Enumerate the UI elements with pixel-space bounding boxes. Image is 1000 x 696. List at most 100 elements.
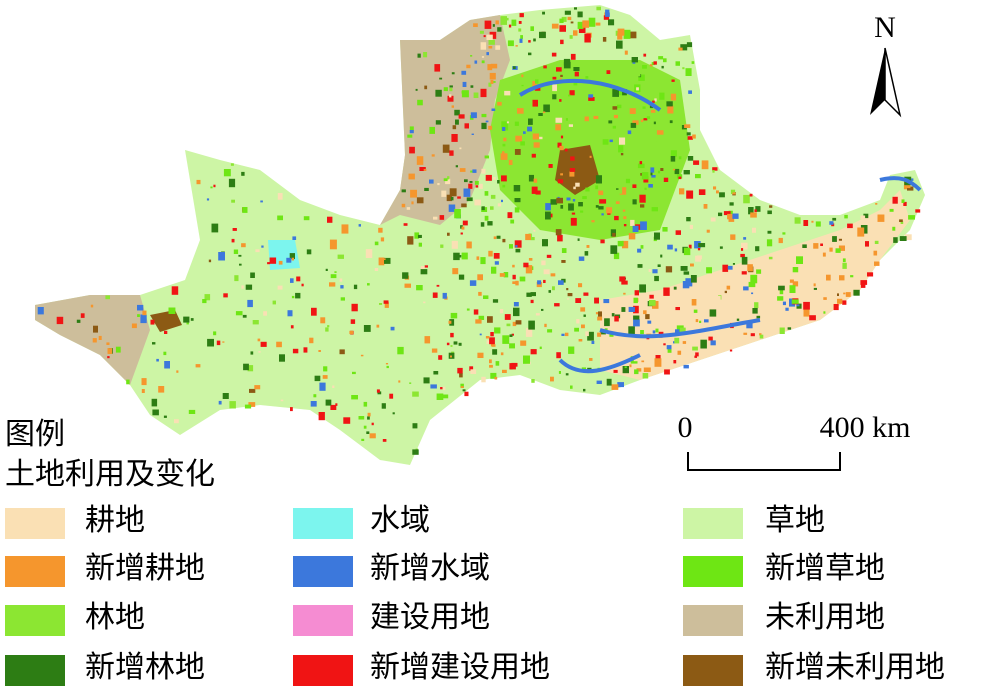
land-change-patch — [636, 87, 639, 91]
land-change-patch — [624, 366, 627, 369]
land-change-patch — [612, 89, 619, 97]
legend-label: 建设用地 — [370, 601, 490, 634]
land-change-patch — [412, 423, 418, 429]
land-change-patch — [569, 171, 575, 177]
land-change-patch — [247, 365, 254, 372]
land-change-patch — [289, 253, 295, 260]
land-change-patch — [488, 250, 493, 257]
land-change-patch — [568, 124, 573, 127]
land-change-patch — [643, 367, 651, 372]
land-change-patch — [424, 265, 428, 268]
land-change-patch — [649, 104, 653, 109]
land-change-patch — [250, 351, 254, 355]
land-change-patch — [555, 117, 563, 123]
legend-swatch — [5, 655, 65, 686]
land-change-patch — [533, 178, 538, 183]
land-change-patch — [303, 347, 308, 353]
land-change-patch — [614, 215, 619, 221]
land-change-patch — [656, 141, 663, 148]
land-change-patch — [491, 108, 496, 111]
land-change-patch — [675, 307, 680, 311]
land-change-patch — [611, 384, 619, 390]
land-change-patch — [406, 207, 411, 210]
land-change-patch — [581, 324, 585, 329]
land-change-patch — [241, 171, 245, 176]
land-change-patch — [915, 209, 921, 213]
land-change-patch — [504, 17, 509, 21]
land-change-patch — [648, 269, 652, 272]
land-change-patch — [367, 416, 370, 420]
land-change-patch — [564, 10, 571, 15]
land-change-patch — [520, 35, 523, 39]
land-change-patch — [461, 90, 469, 98]
land-change-patch — [595, 175, 602, 184]
land-change-patch — [583, 388, 586, 392]
land-change-patch — [519, 13, 524, 18]
land-change-patch — [670, 150, 677, 157]
land-change-patch — [449, 188, 457, 197]
land-change-patch — [493, 236, 497, 240]
land-change-patch — [418, 242, 422, 247]
land-change-patch — [383, 300, 389, 304]
land-change-patch — [727, 213, 732, 220]
land-change-patch — [624, 50, 628, 55]
land-change-patch — [835, 248, 841, 253]
land-change-patch — [365, 249, 373, 258]
land-change-patch — [389, 393, 394, 399]
land-change-patch — [535, 313, 540, 316]
land-change-patch — [190, 318, 194, 321]
land-change-patch — [480, 42, 487, 50]
arrow-left — [870, 48, 885, 115]
land-change-patch — [709, 309, 717, 317]
land-change-patch — [675, 329, 680, 335]
land-change-patch — [803, 220, 809, 226]
land-change-patch — [719, 192, 725, 198]
land-change-patch — [778, 237, 783, 244]
land-change-patch — [743, 237, 747, 240]
land-change-patch — [893, 237, 898, 243]
land-change-patch — [663, 343, 666, 346]
water-area — [268, 240, 300, 270]
land-change-patch — [645, 314, 650, 320]
land-change-patch — [382, 439, 387, 442]
land-change-patch — [570, 217, 577, 226]
land-change-patch — [604, 328, 608, 331]
land-change-patch — [874, 261, 880, 266]
land-change-patch — [491, 266, 497, 274]
land-change-patch — [634, 290, 639, 296]
land-change-patch — [640, 204, 645, 208]
land-change-patch — [613, 252, 620, 260]
land-change-patch — [229, 401, 236, 409]
land-change-patch — [514, 121, 519, 126]
land-change-patch — [107, 356, 110, 359]
land-change-patch — [560, 205, 564, 209]
land-change-patch — [608, 163, 614, 170]
land-change-patch — [480, 257, 486, 265]
land-change-patch — [537, 280, 542, 285]
land-change-patch — [573, 186, 576, 190]
land-change-patch — [730, 234, 736, 240]
land-change-patch — [573, 30, 578, 36]
land-change-patch — [826, 274, 831, 281]
land-change-patch — [633, 315, 640, 320]
land-change-patch — [655, 328, 659, 333]
land-change-patch — [460, 232, 463, 235]
land-change-patch — [565, 118, 568, 121]
land-change-patch — [449, 85, 453, 88]
land-change-patch — [478, 315, 485, 320]
land-change-patch — [502, 238, 506, 243]
land-change-patch — [506, 323, 511, 327]
legend-subtitle: 土地利用及变化 — [5, 458, 215, 491]
land-change-patch — [779, 327, 785, 334]
land-change-patch — [361, 438, 365, 441]
land-change-patch — [746, 322, 753, 329]
land-change-patch — [523, 355, 530, 364]
land-change-patch — [623, 224, 627, 227]
land-change-patch — [787, 327, 792, 330]
land-change-patch — [489, 72, 496, 80]
land-change-patch — [481, 122, 487, 130]
land-change-patch — [235, 311, 243, 316]
land-change-patch — [654, 157, 661, 164]
land-change-patch — [577, 21, 583, 29]
land-change-patch — [487, 221, 493, 226]
